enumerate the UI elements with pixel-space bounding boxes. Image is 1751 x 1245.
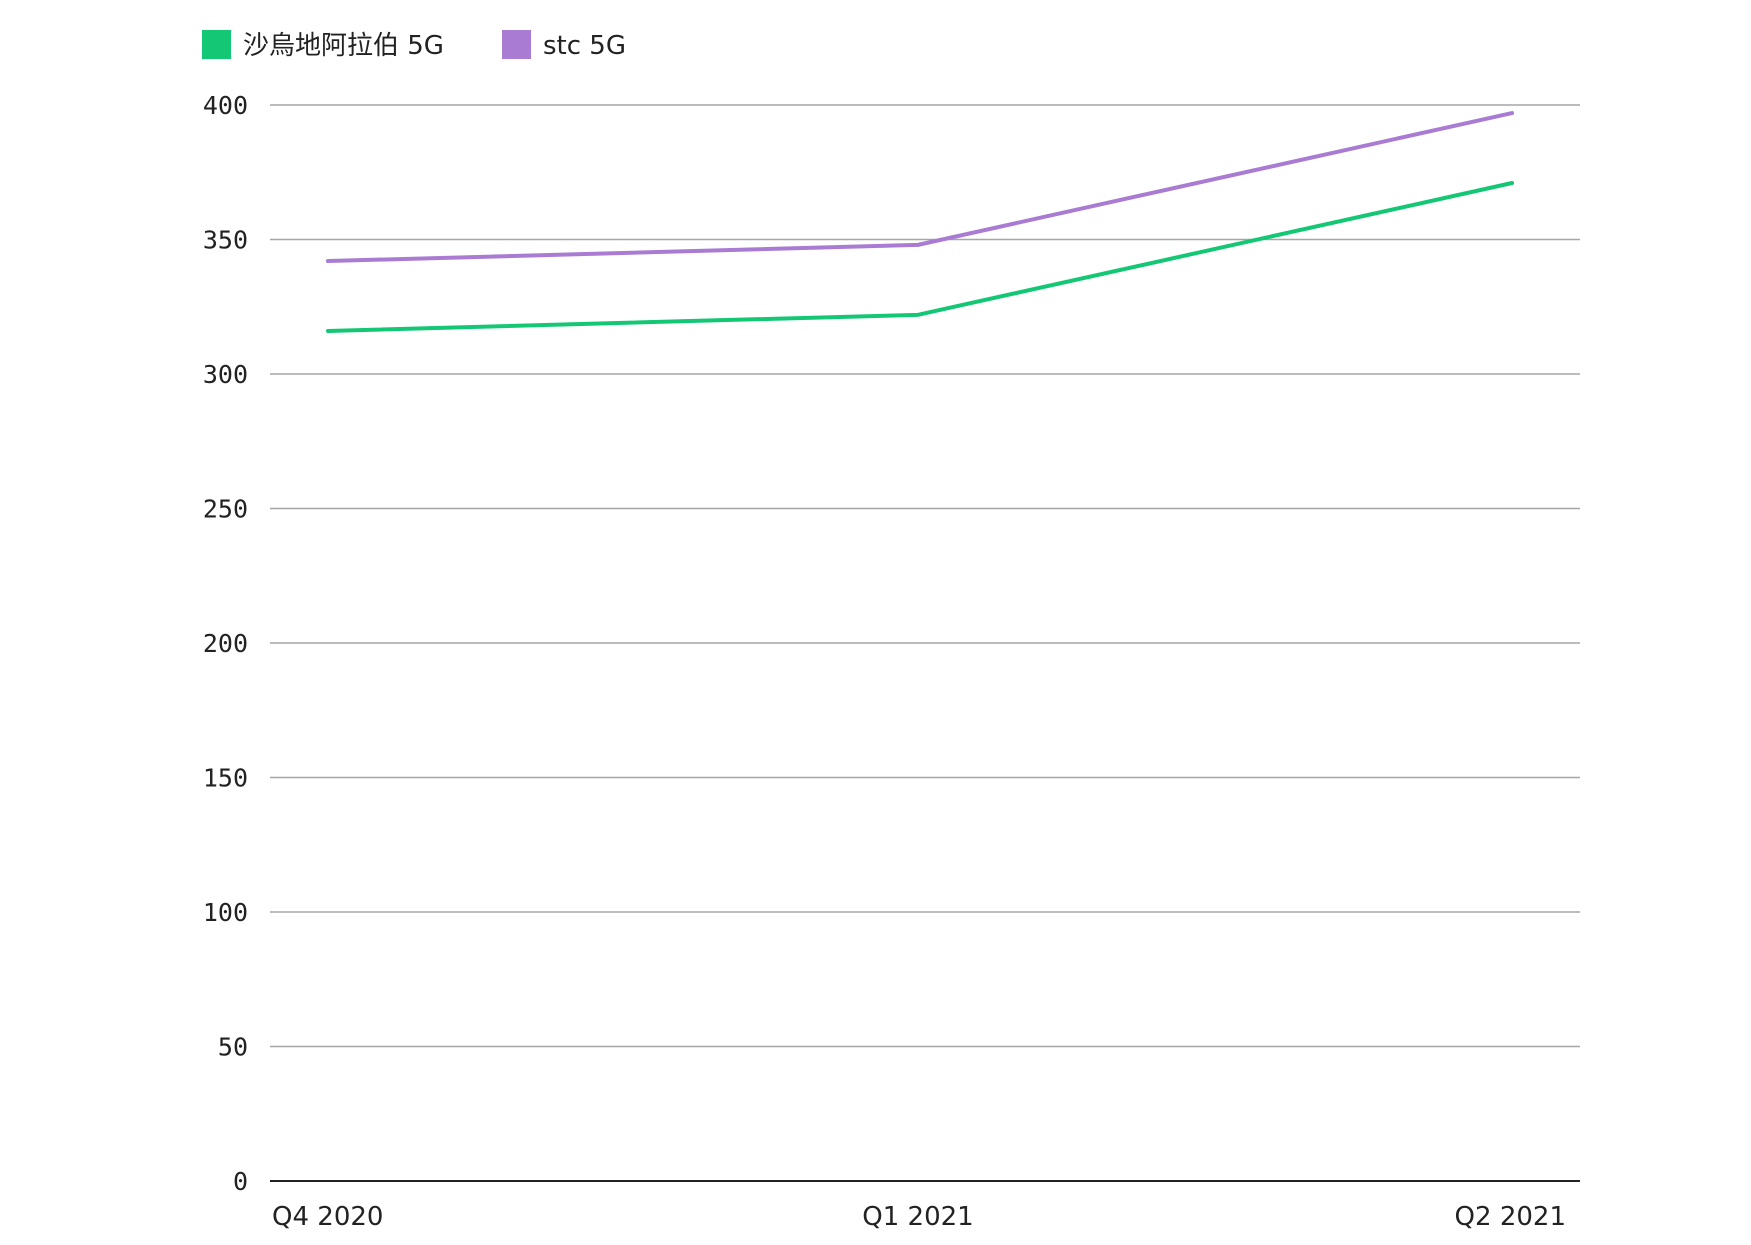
legend-swatch — [202, 30, 231, 59]
x-tick-label: Q2 2021 — [1455, 1202, 1566, 1232]
legend-label: 沙烏地阿拉伯 5G — [243, 31, 444, 61]
y-tick-label: 400 — [203, 91, 248, 120]
series-line-1 — [326, 111, 1514, 264]
y-tick-label: 0 — [233, 1167, 248, 1196]
legend-swatch — [502, 30, 531, 59]
series-lines — [326, 111, 1514, 333]
y-tick-label: 250 — [203, 495, 248, 524]
y-tick-label: 350 — [203, 226, 248, 255]
series-line-0 — [326, 181, 1514, 333]
legend: 沙烏地阿拉伯 5G stc 5G — [202, 30, 626, 61]
x-tick-label: Q1 2021 — [862, 1202, 973, 1232]
y-tick-label: 200 — [203, 629, 248, 658]
y-tick-label: 150 — [203, 764, 248, 793]
x-axis-tick-labels: Q4 2020 Q1 2021 Q2 2021 — [272, 1202, 1566, 1232]
y-axis-tick-labels: 0 50 100 150 200 250 300 350 400 — [203, 91, 248, 1196]
legend-label: stc 5G — [543, 31, 626, 61]
y-tick-label: 50 — [218, 1033, 248, 1062]
y-tick-label: 100 — [203, 898, 248, 927]
y-tick-label: 300 — [203, 360, 248, 389]
x-tick-label: Q4 2020 — [272, 1202, 383, 1232]
y-gridlines — [270, 104, 1580, 1182]
